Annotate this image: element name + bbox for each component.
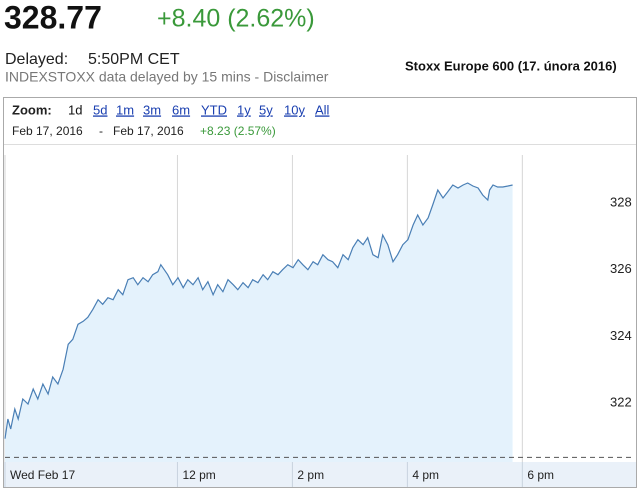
area — [5, 183, 513, 462]
x-tick-label: 4 pm — [412, 468, 439, 482]
delayed-label: Delayed: — [5, 51, 68, 68]
y-tick-label: 324 — [610, 328, 632, 343]
range-change: +8.23 (2.57%) — [200, 124, 276, 138]
zoom-option[interactable]: 3m — [143, 102, 161, 117]
chart-title: Stoxx Europe 600 (17. února 2016) — [405, 58, 617, 73]
delayed-time: 5:50PM CET — [88, 51, 180, 68]
y-tick-label: 326 — [610, 261, 632, 276]
zoom-option[interactable]: 6m — [172, 102, 190, 117]
line — [4, 182, 513, 439]
price: 328.77 — [4, 0, 102, 35]
x-tick-label: 2 pm — [297, 468, 324, 482]
zoom-option[interactable]: All — [315, 102, 330, 117]
y-tick-label: 322 — [610, 394, 632, 409]
x-tick-label: 12 pm — [182, 468, 215, 482]
zoom-option[interactable]: 1d — [68, 102, 82, 117]
range-from: Feb 17, 2016 — [12, 124, 83, 138]
zoom-option[interactable]: YTD — [201, 102, 227, 117]
zoom-option[interactable]: 1m — [116, 102, 134, 117]
x-tick-label: Wed Feb 17 — [10, 468, 75, 482]
y-tick-label: 328 — [610, 194, 632, 209]
x-axis-band — [4, 462, 636, 487]
disclaimer: INDEXSTOXX data delayed by 15 mins - Dis… — [5, 69, 329, 85]
zoom-label: Zoom: — [12, 102, 52, 117]
range-to: Feb 17, 2016 — [113, 124, 184, 138]
zoom-option[interactable]: 10y — [284, 102, 305, 117]
price-change: +8.40 (2.62%) — [157, 5, 315, 33]
zoom-option[interactable]: 5d — [93, 102, 107, 117]
zoom-option[interactable]: 5y — [259, 102, 273, 117]
zoom-option[interactable]: 1y — [237, 102, 251, 117]
x-tick-label: 6 pm — [527, 468, 554, 482]
range-separator: - — [99, 124, 103, 138]
